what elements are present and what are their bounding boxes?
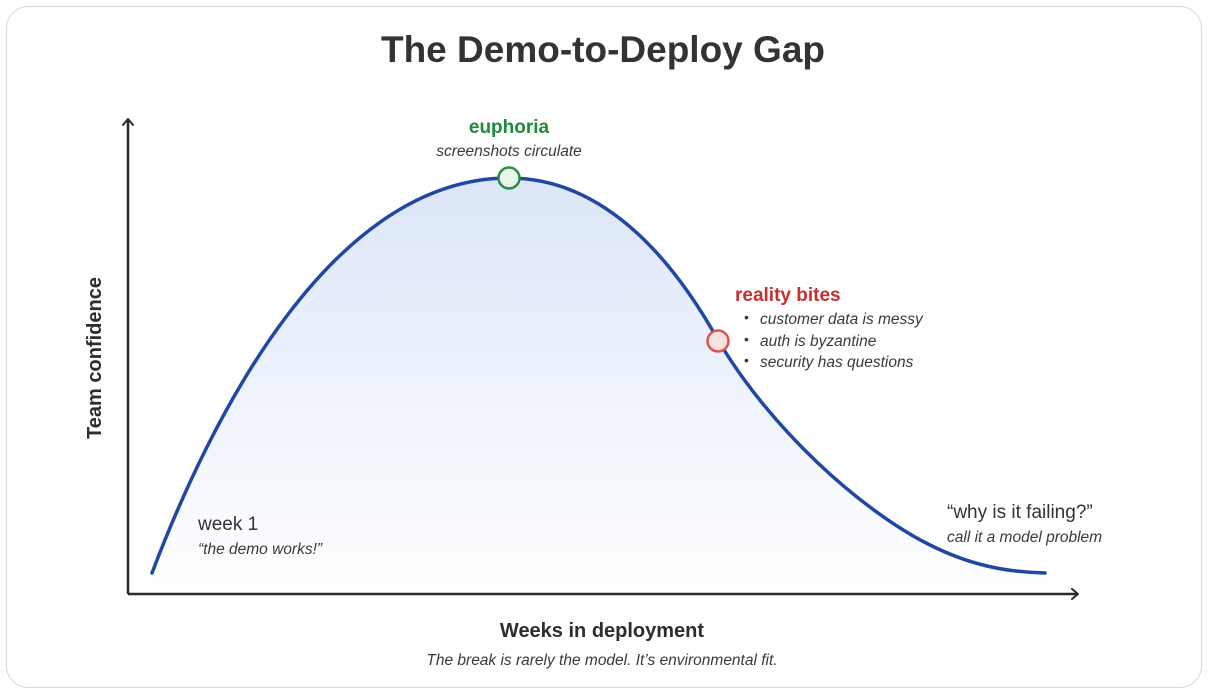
confidence-area xyxy=(152,178,1045,594)
end-subtext: call it a model problem xyxy=(947,529,1102,546)
x-axis-label: Weeks in deployment xyxy=(500,620,704,642)
decline-bullet: security has questions xyxy=(760,354,914,371)
peak-heading: euphoria xyxy=(469,117,550,138)
end-heading: “why is it failing?” xyxy=(947,502,1093,523)
start-subtext: “the demo works!” xyxy=(198,541,323,558)
decline-bullet: customer data is messy xyxy=(760,311,924,328)
confidence-curve xyxy=(150,176,1047,575)
peak-marker xyxy=(497,166,521,190)
bullet-dot: • xyxy=(744,352,749,368)
decline-marker xyxy=(706,329,730,353)
y-axis-label: Team confidence xyxy=(84,277,106,439)
start-heading: week 1 xyxy=(197,514,258,535)
caption: The break is rarely the model. It’s envi… xyxy=(426,652,777,669)
decline-bullet: auth is byzantine xyxy=(760,333,877,350)
peak-subtext: screenshots circulate xyxy=(436,143,582,160)
decline-heading: reality bites xyxy=(735,285,841,306)
bullet-dot: • xyxy=(744,309,749,325)
bullet-dot: • xyxy=(744,331,749,347)
diagram-title: The Demo-to-Deploy Gap xyxy=(381,29,825,70)
decline-bullet-list: • customer data is messy • auth is byzan… xyxy=(744,309,924,371)
